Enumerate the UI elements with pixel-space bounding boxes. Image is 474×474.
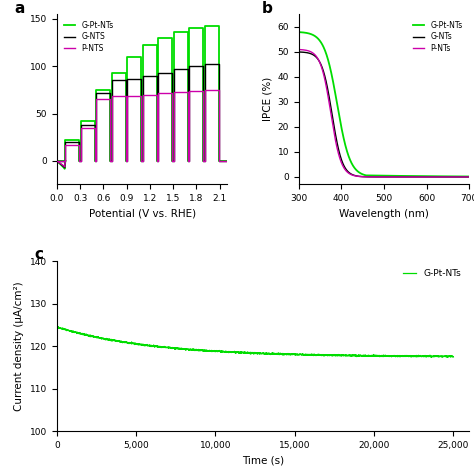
Line: G-Pt-NTs: G-Pt-NTs xyxy=(299,32,469,176)
G-NTs xyxy=(395,174,401,180)
P-NTs xyxy=(405,174,410,180)
G-Pt-NTs xyxy=(425,173,431,179)
G-Pt-NTs xyxy=(443,173,448,179)
Legend: G-Pt-NTs, G-NTS, P-NTS: G-Pt-NTs, G-NTS, P-NTS xyxy=(61,18,117,56)
Legend: G-Pt-NTs, G-NTs, P-NTs: G-Pt-NTs, G-NTs, P-NTs xyxy=(410,18,465,56)
G-NTs xyxy=(443,174,448,180)
P-NTs xyxy=(443,174,448,180)
P-NTs xyxy=(425,174,431,180)
G-NTs xyxy=(400,174,405,180)
Y-axis label: IPCE (%): IPCE (%) xyxy=(262,77,272,121)
G-Pt-NTs xyxy=(296,29,301,35)
G-Pt-NTs xyxy=(400,173,405,179)
G-NTs xyxy=(307,50,312,56)
X-axis label: Time (s): Time (s) xyxy=(242,456,284,465)
G-Pt-NTs xyxy=(405,173,410,179)
X-axis label: Wavelength (nm): Wavelength (nm) xyxy=(339,209,429,219)
X-axis label: Potential (V vs. RHE): Potential (V vs. RHE) xyxy=(89,209,196,219)
Line: P-NTs: P-NTs xyxy=(299,49,469,177)
G-NTs xyxy=(425,174,431,180)
Y-axis label: Current density (μA/cm²): Current density (μA/cm²) xyxy=(14,282,24,411)
Text: b: b xyxy=(261,0,272,16)
G-Pt-NTs xyxy=(395,173,401,179)
P-NTs xyxy=(296,46,301,52)
P-NTs xyxy=(307,48,312,54)
G-NTs xyxy=(296,49,301,55)
Legend: G-Pt-NTs: G-Pt-NTs xyxy=(399,265,465,282)
P-NTs xyxy=(400,174,405,180)
Text: c: c xyxy=(34,247,43,263)
P-NTs xyxy=(466,174,472,180)
G-Pt-NTs xyxy=(307,31,312,36)
Line: G-NTs: G-NTs xyxy=(299,52,469,177)
Text: a: a xyxy=(14,0,25,16)
G-Pt-NTs xyxy=(466,173,472,179)
G-NTs xyxy=(466,174,472,180)
G-NTs xyxy=(405,174,410,180)
P-NTs xyxy=(395,174,401,180)
